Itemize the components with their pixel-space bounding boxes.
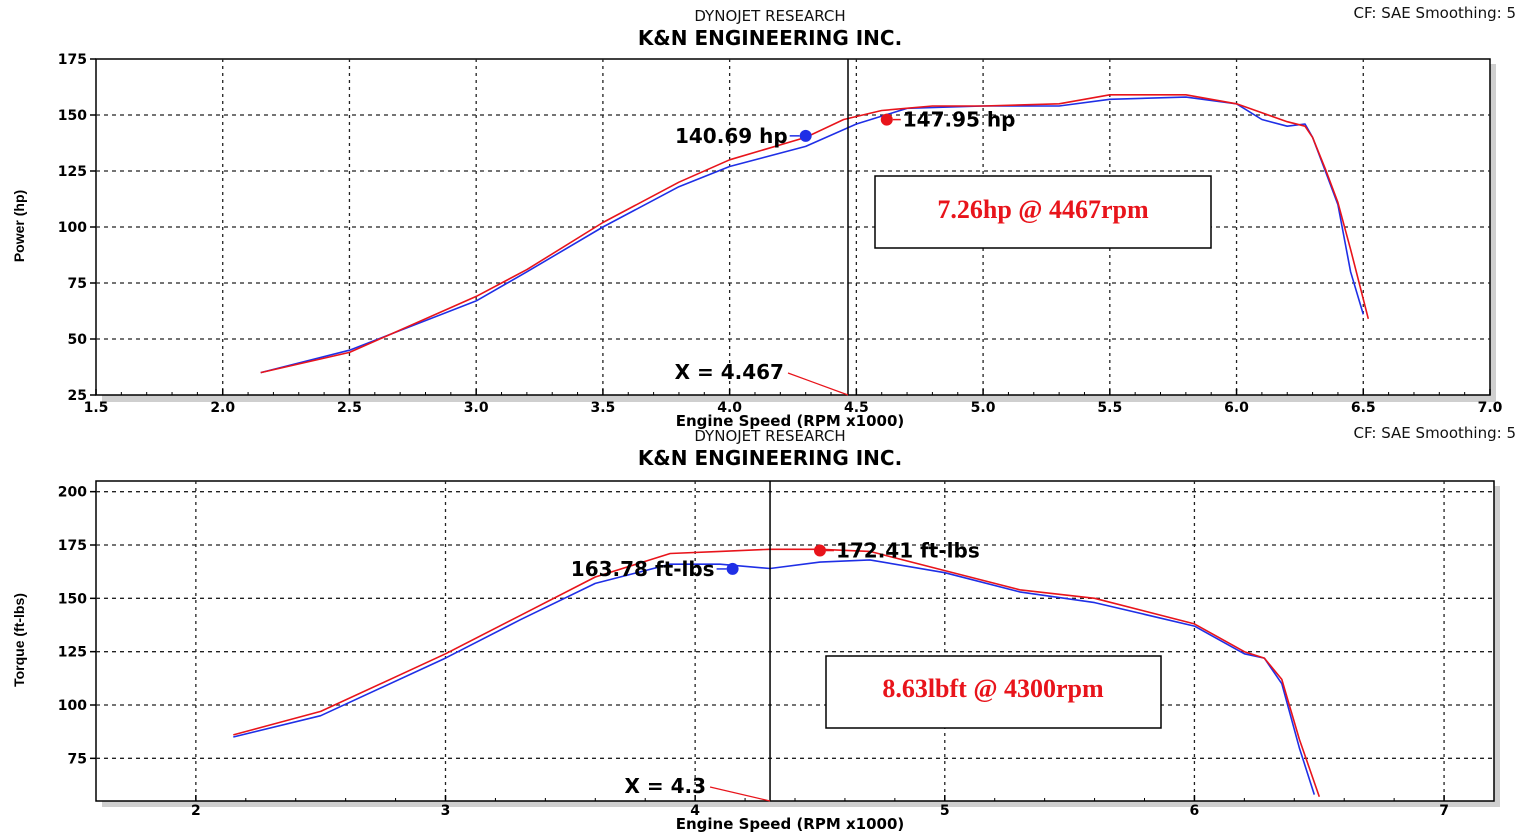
cursor-value-label: X = 4.3 bbox=[624, 774, 706, 798]
torque-chart: DYNOJET RESEARCH K&N ENGINEERING INC. CF… bbox=[11, 424, 1516, 833]
x-tick-label: 4 bbox=[690, 803, 700, 819]
y-axis-label: Torque (ft-lbs) bbox=[11, 593, 27, 687]
x-tick-label: 7.0 bbox=[1478, 400, 1503, 416]
plot-frame bbox=[95, 480, 1495, 802]
chart-title: K&N ENGINEERING INC. bbox=[638, 446, 902, 470]
x-tick-label: 3 bbox=[441, 803, 451, 819]
x-axis-label: Engine Speed (RPM x1000) bbox=[676, 412, 905, 430]
x-tick-label: 3.0 bbox=[464, 400, 489, 416]
y-tick-label: 150 bbox=[58, 108, 87, 124]
x-tick-label: 4.0 bbox=[717, 400, 742, 416]
callout-box bbox=[874, 175, 1212, 249]
x-tick-label: 5.0 bbox=[971, 400, 996, 416]
annotation-group: X = 4.3 163.78 ft-lbs 172.41 ft-lbs bbox=[571, 481, 980, 802]
y-tick-label: 100 bbox=[58, 220, 87, 236]
power-chart: DYNOJET RESEARCH K&N ENGINEERING INC. CF… bbox=[11, 4, 1516, 430]
callout-text: 7.26hp @ 4467rpm bbox=[937, 195, 1149, 224]
y-tick-label: 200 bbox=[58, 485, 87, 501]
x-tick-label: 1.5 bbox=[84, 400, 109, 416]
x-tick-label: 6.5 bbox=[1351, 400, 1376, 416]
y-axis-label: Power (hp) bbox=[11, 190, 27, 262]
annotation-group: X = 4.467 140.69 hp 147.95 hp bbox=[675, 59, 1016, 396]
y-tick-label: 150 bbox=[58, 591, 87, 607]
y-tick-label: 25 bbox=[68, 388, 87, 404]
x-tick-label: 5 bbox=[940, 803, 950, 819]
x-tick-label: 4.5 bbox=[844, 400, 869, 416]
y-tick-label: 175 bbox=[58, 52, 87, 68]
chart-subtitle: DYNOJET RESEARCH bbox=[694, 427, 845, 445]
correction-factor-label: CF: SAE Smoothing: 5 bbox=[1353, 424, 1516, 442]
x-tick-label: 2.0 bbox=[210, 400, 235, 416]
y-tick-label: 75 bbox=[68, 276, 87, 292]
y-tick-label: 125 bbox=[58, 645, 87, 661]
marker-before bbox=[799, 129, 812, 142]
cursor-leader-line bbox=[787, 372, 849, 396]
marker-before bbox=[726, 562, 739, 575]
series-line-after bbox=[233, 548, 1321, 797]
x-tick-label: 2 bbox=[191, 803, 201, 819]
annotation-before: 163.78 ft-lbs bbox=[571, 557, 715, 581]
y-tick-label: 100 bbox=[58, 698, 87, 714]
x-tick-label: 6.0 bbox=[1224, 400, 1249, 416]
callout-box bbox=[825, 655, 1162, 729]
y-tick-label: 75 bbox=[68, 751, 87, 767]
marker-after bbox=[813, 544, 826, 557]
chart-subtitle: DYNOJET RESEARCH bbox=[694, 7, 845, 25]
axis-ticks: 2 3 4 5 6 7 75 100 125 150 175 200 bbox=[58, 485, 1449, 819]
marker-after bbox=[880, 113, 893, 126]
correction-factor-label: CF: SAE Smoothing: 5 bbox=[1353, 4, 1516, 22]
cursor-value-label: X = 4.467 bbox=[675, 360, 784, 384]
chart-title: K&N ENGINEERING INC. bbox=[638, 26, 902, 50]
x-tick-label: 3.5 bbox=[591, 400, 616, 416]
callout-text: 8.63lbft @ 4300rpm bbox=[882, 674, 1104, 703]
x-tick-label: 5.5 bbox=[1097, 400, 1122, 416]
x-tick-label: 7 bbox=[1439, 803, 1449, 819]
annotation-before: 140.69 hp bbox=[675, 124, 788, 148]
series-line-after bbox=[260, 94, 1370, 374]
series-group bbox=[233, 548, 1321, 797]
x-tick-label: 6 bbox=[1190, 803, 1200, 819]
y-tick-label: 175 bbox=[58, 538, 87, 554]
axis-ticks: 1.5 2.0 2.5 3.0 3.5 4.0 4.5 5.0 5.5 6.0 6.5 7.0 25 50… bbox=[58, 52, 1503, 416]
y-tick-label: 125 bbox=[58, 164, 87, 180]
grid-lines bbox=[96, 481, 1494, 801]
x-axis-label: Engine Speed (RPM x1000) bbox=[676, 815, 905, 833]
y-tick-label: 50 bbox=[68, 332, 88, 348]
cursor-leader-line bbox=[709, 786, 771, 802]
annotation-after: 172.41 ft-lbs bbox=[836, 539, 980, 563]
annotation-after: 147.95 hp bbox=[903, 108, 1016, 132]
x-tick-label: 2.5 bbox=[337, 400, 362, 416]
series-group bbox=[260, 94, 1370, 374]
